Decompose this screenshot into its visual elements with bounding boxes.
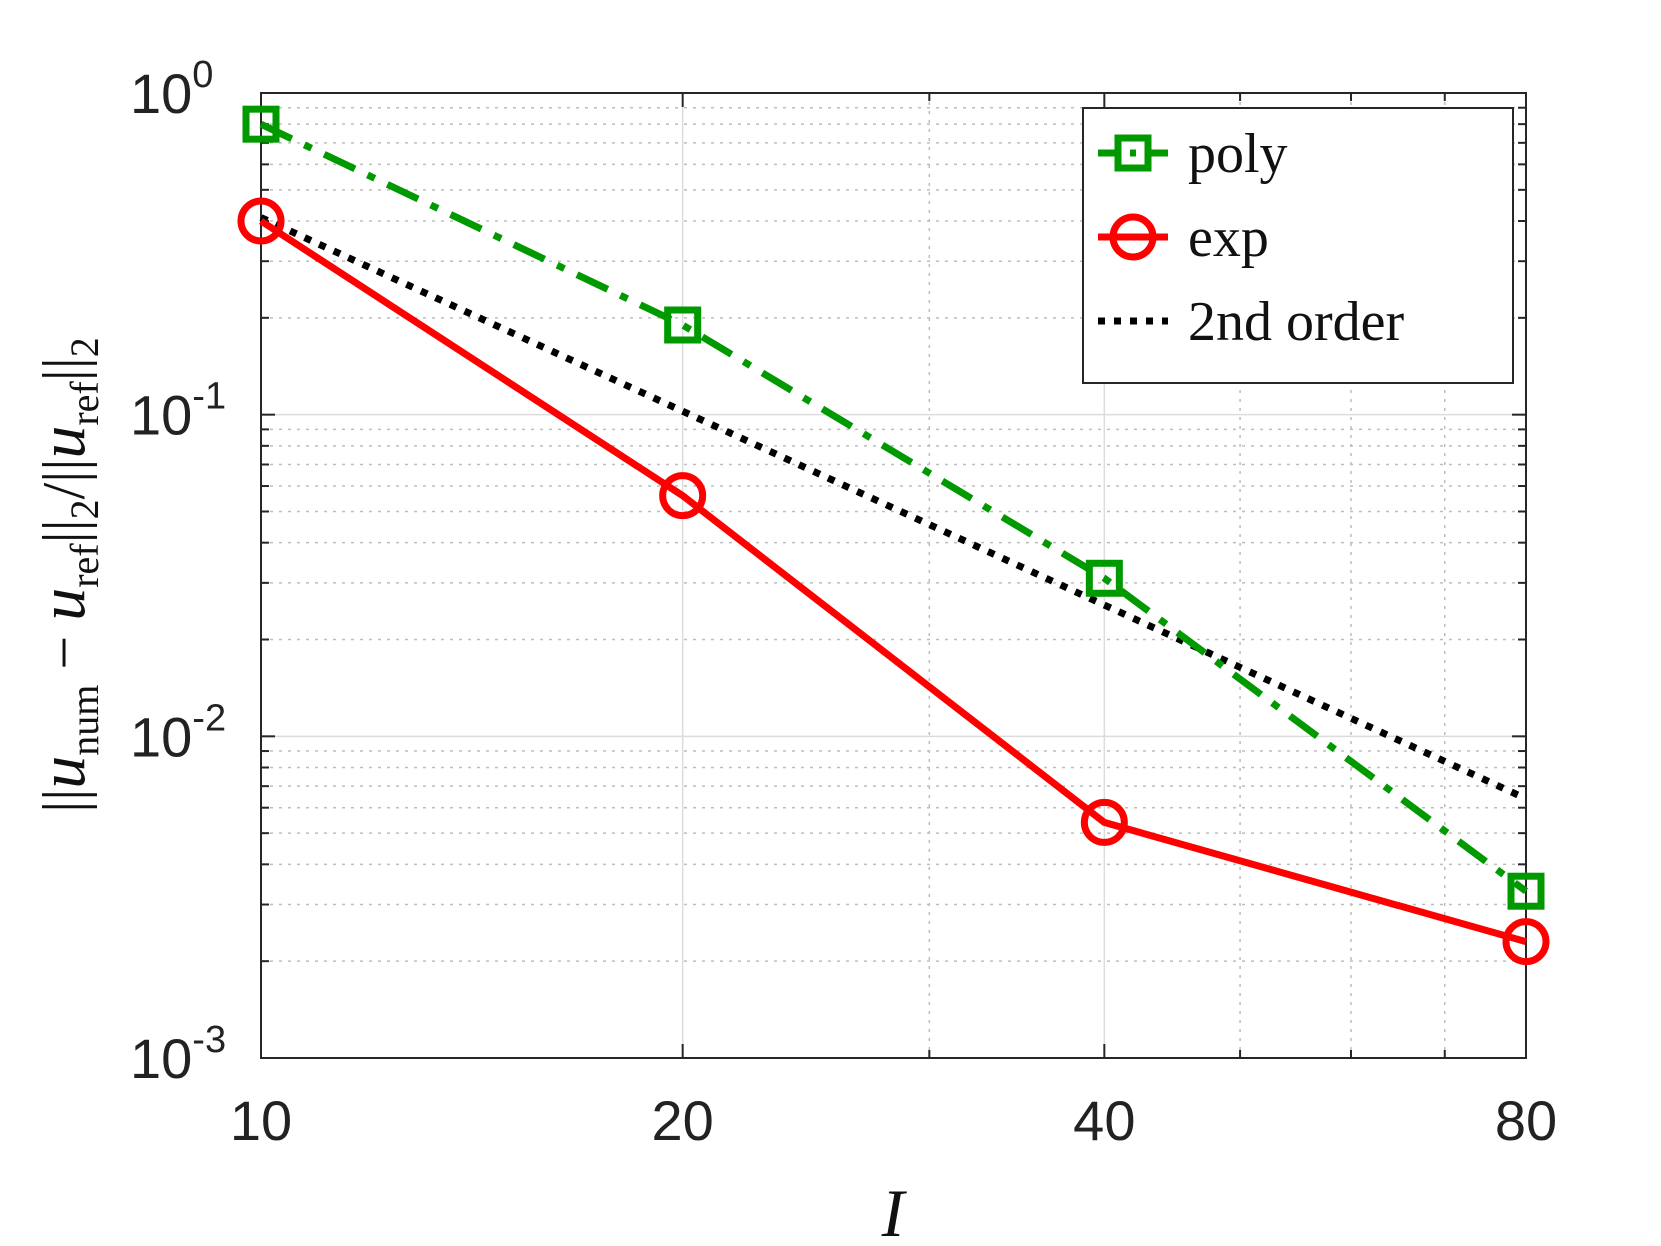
y-tick-label: 10-1 — [130, 376, 226, 447]
plot-frame — [260, 92, 1527, 1059]
data-point-poly — [242, 105, 280, 143]
legend: poly exp 2nd order — [1082, 107, 1514, 384]
legend-label-2nd-order: 2nd order — [1188, 291, 1405, 353]
data-point-poly — [1507, 872, 1545, 910]
series-line-exp — [259, 218, 1527, 946]
legend-marker-poly — [1114, 134, 1152, 172]
y-tick-labels: 10-3 10-2 10-1 100 — [130, 54, 226, 1090]
x-tick-label: 20 — [652, 1089, 714, 1152]
legend-marker-exp — [1109, 213, 1157, 261]
x-axis-label: I — [881, 1175, 908, 1246]
data-point-exp — [659, 472, 707, 520]
series-exp — [237, 197, 1550, 966]
data-point-exp — [1080, 798, 1128, 846]
series-poly — [242, 105, 1545, 910]
y-axis-label: ||unum − uref||2/||uref||2 — [26, 337, 107, 813]
legend-label-exp: exp — [1188, 207, 1269, 269]
series-line-poly — [259, 121, 1529, 895]
y-tick-label: 10-3 — [130, 1019, 226, 1090]
x-tick-labels: 10 20 40 80 — [230, 1089, 1557, 1152]
y-tick-label: 100 — [130, 54, 213, 125]
series-layer — [237, 105, 1550, 966]
legend-label-poly: poly — [1188, 123, 1288, 185]
x-tick-label: 80 — [1495, 1089, 1557, 1152]
svg-text:||unum − uref||2/||uref||2: ||unum − uref||2/||uref||2 — [26, 337, 107, 813]
x-tick-label: 10 — [230, 1089, 292, 1152]
data-point-poly — [1085, 559, 1123, 597]
y-tick-label: 10-2 — [130, 697, 226, 768]
x-tick-label: 40 — [1073, 1089, 1135, 1152]
data-point-poly — [664, 306, 702, 344]
data-point-exp — [237, 197, 285, 245]
data-point-exp — [1502, 918, 1550, 966]
